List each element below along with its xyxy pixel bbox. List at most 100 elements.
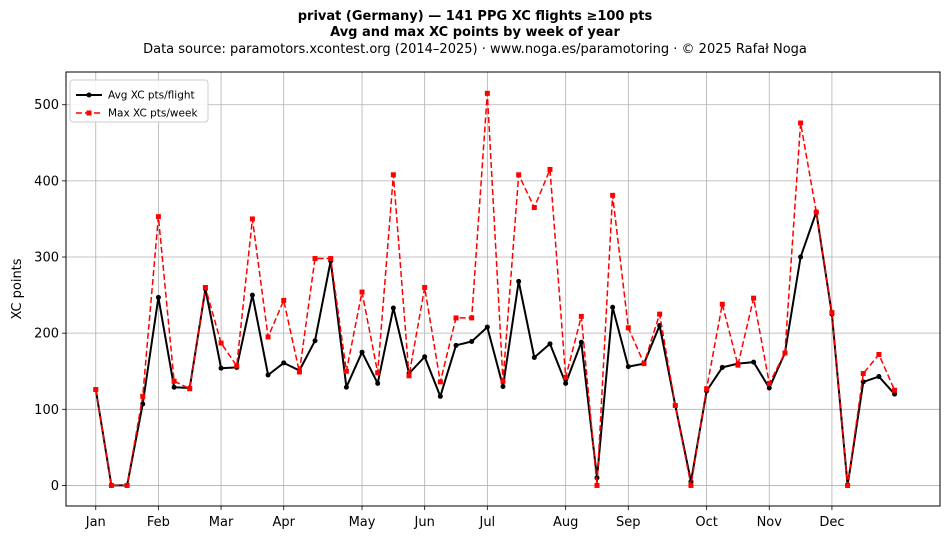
max-point: [171, 378, 177, 384]
avg-point: [500, 383, 506, 389]
max-point: [422, 284, 428, 290]
max-point: [469, 315, 475, 321]
max-point: [124, 482, 130, 488]
max-point: [594, 482, 600, 488]
legend-label: Max XC pts/week: [108, 108, 198, 120]
max-point: [641, 361, 647, 367]
max-point: [657, 311, 663, 317]
avg-point: [578, 339, 584, 345]
max-point: [516, 172, 522, 178]
legend-marker: [86, 92, 92, 98]
x-tick-label: Mar: [209, 515, 234, 530]
avg-point: [563, 380, 569, 386]
x-tick-label: Jan: [85, 515, 106, 530]
y-tick-label: 100: [34, 403, 59, 418]
max-point: [265, 334, 271, 340]
max-point: [813, 209, 819, 215]
max-point: [155, 214, 161, 220]
legend-marker: [86, 110, 92, 116]
avg-point: [249, 292, 255, 298]
avg-point: [312, 338, 318, 344]
y-axis-label: XC points: [10, 258, 25, 319]
max-point: [500, 378, 506, 384]
max-point: [234, 363, 240, 369]
avg-point: [610, 304, 616, 310]
legend-box: [69, 79, 209, 123]
max-point: [531, 205, 537, 211]
avg-point: [798, 254, 804, 260]
chart-subtitle: Avg and max XC points by week of year: [330, 25, 620, 40]
max-point: [359, 289, 365, 295]
x-tick-label: May: [349, 515, 376, 530]
avg-point: [359, 349, 365, 355]
max-point: [406, 373, 412, 379]
avg-point: [860, 379, 866, 385]
max-point: [719, 301, 725, 307]
avg-point: [751, 359, 757, 365]
avg-point: [453, 342, 459, 348]
avg-point: [876, 374, 882, 380]
max-point: [782, 350, 788, 356]
max-point: [610, 192, 616, 198]
max-point: [312, 256, 318, 262]
avg-point: [531, 355, 537, 361]
max-point: [484, 90, 490, 96]
max-point: [704, 386, 710, 392]
max-point: [798, 120, 804, 126]
avg-point: [218, 365, 224, 371]
avg-point: [155, 294, 161, 300]
max-point: [876, 351, 882, 357]
max-point: [296, 369, 302, 375]
max-point: [187, 386, 193, 392]
avg-point: [547, 341, 553, 347]
y-tick-label: 500: [34, 98, 59, 113]
avg-point: [766, 385, 772, 391]
max-point: [672, 402, 678, 408]
max-point: [202, 284, 208, 290]
x-tick-label: Aug: [553, 515, 578, 530]
x-tick-label: Nov: [757, 515, 783, 530]
max-point: [390, 172, 396, 178]
max-point: [688, 482, 694, 488]
avg-point: [625, 364, 631, 370]
max-point: [547, 166, 553, 172]
max-point: [735, 362, 741, 368]
x-tick-label: Jun: [414, 515, 435, 530]
max-point: [249, 216, 255, 222]
avg-point: [281, 360, 287, 366]
avg-point: [375, 380, 381, 386]
x-tick-label: Dec: [819, 515, 844, 530]
grid-lines: [66, 72, 940, 506]
x-axis: Jan Feb Mar Apr May Jun Jul Aug Sep Oct Nov Dec: [85, 506, 845, 530]
max-point: [829, 310, 835, 316]
y-tick-label: 0: [51, 479, 59, 494]
avg-point: [484, 324, 490, 330]
figure-titles: privat (Germany) — 141 PPG XC flights ≥1…: [0, 8, 950, 59]
max-series-line: [95, 92, 896, 487]
max-point: [860, 371, 866, 377]
max-point: [281, 297, 287, 303]
max-point: [892, 387, 898, 393]
max-point: [563, 374, 569, 380]
avg-series-line: [94, 211, 896, 487]
legend: Avg XC pts/flight Max XC pts/week: [69, 79, 209, 123]
avg-point: [265, 372, 271, 378]
avg-point: [437, 393, 443, 399]
y-tick-label: 300: [34, 251, 59, 266]
y-tick-label: 400: [34, 174, 59, 189]
avg-point: [469, 339, 475, 345]
x-tick-label: Feb: [147, 515, 170, 530]
avg-point: [171, 384, 177, 390]
avg-point: [516, 278, 522, 284]
data-source-note: Data source: paramotors.xcontest.org (20…: [143, 42, 807, 57]
x-tick-label: Apr: [272, 515, 295, 530]
max-point: [375, 370, 381, 376]
max-point: [328, 256, 334, 262]
avg-point: [719, 364, 725, 370]
max-point: [751, 295, 757, 301]
max-point: [578, 313, 584, 319]
plot-frame: [65, 71, 941, 507]
y-axis: 0 100 200 300 400 500: [34, 98, 66, 494]
avg-point: [422, 354, 428, 360]
